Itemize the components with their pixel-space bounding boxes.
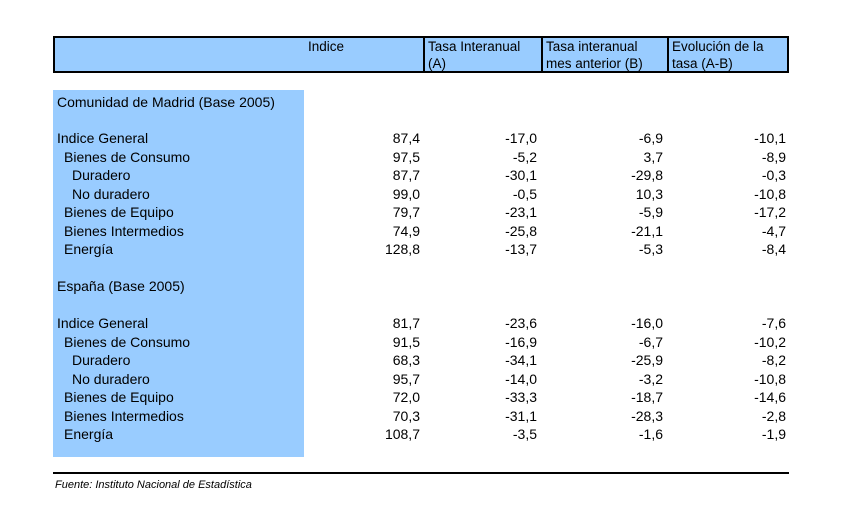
row-label: Indice General xyxy=(57,315,149,331)
cell-evolucion: -0,3 xyxy=(761,167,786,183)
cell-indice: 70,3 xyxy=(392,407,420,424)
cell-tasa-mes-anterior: -5,3 xyxy=(638,241,663,257)
cell-tasa-interanual: -5,2 xyxy=(512,148,537,165)
cell-evolucion: -8,4 xyxy=(761,241,786,257)
cell-tasa-mes-anterior: -25,9 xyxy=(631,352,663,368)
cell-indice: 87,4 xyxy=(392,130,420,146)
cell-indice: 74,9 xyxy=(392,222,420,239)
cell-tasa-interanual: -30,1 xyxy=(505,167,537,183)
cell-evolucion: -8,2 xyxy=(761,352,786,368)
cell-tasa-mes-anterior: -28,3 xyxy=(631,407,663,424)
table-row: Energía 128,8 -13,7 -5,3 -8,4 xyxy=(0,240,854,258)
cell-indice: 79,7 xyxy=(392,204,420,220)
row-label: Duradero xyxy=(72,352,131,368)
row-label: Energía xyxy=(64,426,114,442)
source-note: Fuente: Instituto Nacional de Estadístic… xyxy=(55,479,252,491)
header-evolucion: Evolución de la tasa (A-B) xyxy=(667,38,787,71)
row-label: Indice General xyxy=(57,130,149,146)
cell-indice: 97,5 xyxy=(392,148,420,165)
cell-tasa-mes-anterior: -6,7 xyxy=(638,333,663,350)
cell-tasa-mes-anterior: -21,1 xyxy=(631,222,663,239)
cell-indice: 81,7 xyxy=(392,315,420,331)
table-row: Bienes de Equipo 72,0 -33,3 -18,7 -14,6 xyxy=(0,388,854,406)
table-row: Bienes Intermedios 74,9 -25,8 -21,1 -4,7 xyxy=(0,222,854,240)
cell-indice: 91,5 xyxy=(392,333,420,350)
cell-evolucion: -17,2 xyxy=(754,204,786,220)
cell-tasa-mes-anterior: -6,9 xyxy=(638,130,663,146)
cell-tasa-mes-anterior: 3,7 xyxy=(643,148,663,165)
cell-evolucion: -10,2 xyxy=(754,333,786,350)
cell-evolucion: -4,7 xyxy=(761,222,786,239)
cell-evolucion: -10,8 xyxy=(754,370,786,387)
cell-tasa-interanual: -33,3 xyxy=(505,389,537,405)
row-label: Bienes de Consumo xyxy=(64,148,191,165)
cell-tasa-mes-anterior: -29,8 xyxy=(631,167,663,183)
bottom-rule xyxy=(53,472,789,474)
cell-tasa-interanual: -3,5 xyxy=(512,426,537,442)
cell-evolucion: -8,9 xyxy=(761,148,786,165)
cell-tasa-mes-anterior: -5,9 xyxy=(638,204,663,220)
cell-tasa-interanual: -16,9 xyxy=(505,333,537,350)
cell-indice: 72,0 xyxy=(392,389,420,405)
cell-tasa-mes-anterior: -18,7 xyxy=(631,389,663,405)
cell-tasa-mes-anterior: -1,6 xyxy=(638,426,663,442)
row-label: Bienes de Equipo xyxy=(64,389,174,405)
cell-evolucion: -10,8 xyxy=(754,185,786,202)
cell-tasa-interanual: -34,1 xyxy=(505,352,537,368)
cell-evolucion: -1,9 xyxy=(761,426,786,442)
header-tasa-mes-anterior: Tasa interanual mes anterior (B) xyxy=(541,38,667,71)
section-title-madrid: Comunidad de Madrid (Base 2005) xyxy=(0,93,854,111)
cell-evolucion: -14,6 xyxy=(754,389,786,405)
cell-tasa-mes-anterior: 10,3 xyxy=(635,185,663,202)
label-column-background xyxy=(53,90,304,457)
cell-tasa-interanual: -14,0 xyxy=(505,370,537,387)
header-indice: Indice xyxy=(308,39,345,54)
section-title-espana: España (Base 2005) xyxy=(0,277,854,295)
cell-tasa-interanual: -25,8 xyxy=(505,222,537,239)
table-row: Bienes de Equipo 79,7 -23,1 -5,9 -17,2 xyxy=(0,203,854,221)
row-label: Bienes Intermedios xyxy=(64,407,184,424)
table-header: Indice Tasa Interanual (A) Tasa interanu… xyxy=(53,36,789,73)
cell-tasa-interanual: -13,7 xyxy=(505,241,537,257)
cell-indice: 95,7 xyxy=(392,370,420,387)
cell-evolucion: -2,8 xyxy=(761,407,786,424)
row-label: Bienes de Consumo xyxy=(64,333,191,350)
header-tasa-interanual: Tasa Interanual (A) xyxy=(423,38,541,71)
cell-indice: 108,7 xyxy=(384,426,420,442)
cell-indice: 99,0 xyxy=(392,185,420,202)
cell-tasa-interanual: -31,1 xyxy=(505,407,537,424)
section-title: Comunidad de Madrid (Base 2005) xyxy=(57,94,275,110)
cell-tasa-interanual: -17,0 xyxy=(505,130,537,146)
table-row: Bienes de Consumo 91,5 -16,9 -6,7 -10,2 xyxy=(0,333,854,351)
row-label: Bienes de Equipo xyxy=(64,204,174,220)
table-row: Energía 108,7 -3,5 -1,6 -1,9 xyxy=(0,425,854,443)
table-row: No duradero 99,0 -0,5 10,3 -10,8 xyxy=(0,185,854,203)
row-label: Bienes Intermedios xyxy=(64,222,184,239)
cell-tasa-mes-anterior: -3,2 xyxy=(638,370,663,387)
row-label: No duradero xyxy=(72,370,150,387)
cell-indice: 128,8 xyxy=(384,241,420,257)
cell-indice: 68,3 xyxy=(392,352,420,368)
row-label: Energía xyxy=(64,241,114,257)
table-row: Indice General 87,4 -17,0 -6,9 -10,1 xyxy=(0,129,854,147)
cell-tasa-interanual: -23,1 xyxy=(505,204,537,220)
row-label: No duradero xyxy=(72,185,150,202)
cell-evolucion: -10,1 xyxy=(754,130,786,146)
cell-tasa-mes-anterior: -16,0 xyxy=(631,315,663,331)
cell-tasa-interanual: -0,5 xyxy=(512,185,537,202)
cell-indice: 87,7 xyxy=(392,167,420,183)
section-title: España (Base 2005) xyxy=(57,278,185,294)
table-row: Indice General 81,7 -23,6 -16,0 -7,6 xyxy=(0,314,854,332)
table-row: Duradero 68,3 -34,1 -25,9 -8,2 xyxy=(0,351,854,369)
table-row: No duradero 95,7 -14,0 -3,2 -10,8 xyxy=(0,370,854,388)
table-row: Duradero 87,7 -30,1 -29,8 -0,3 xyxy=(0,166,854,184)
cell-evolucion: -7,6 xyxy=(761,315,786,331)
row-label: Duradero xyxy=(72,167,131,183)
cell-tasa-interanual: -23,6 xyxy=(505,315,537,331)
table-row: Bienes de Consumo 97,5 -5,2 3,7 -8,9 xyxy=(0,148,854,166)
table-row: Bienes Intermedios 70,3 -31,1 -28,3 -2,8 xyxy=(0,407,854,425)
